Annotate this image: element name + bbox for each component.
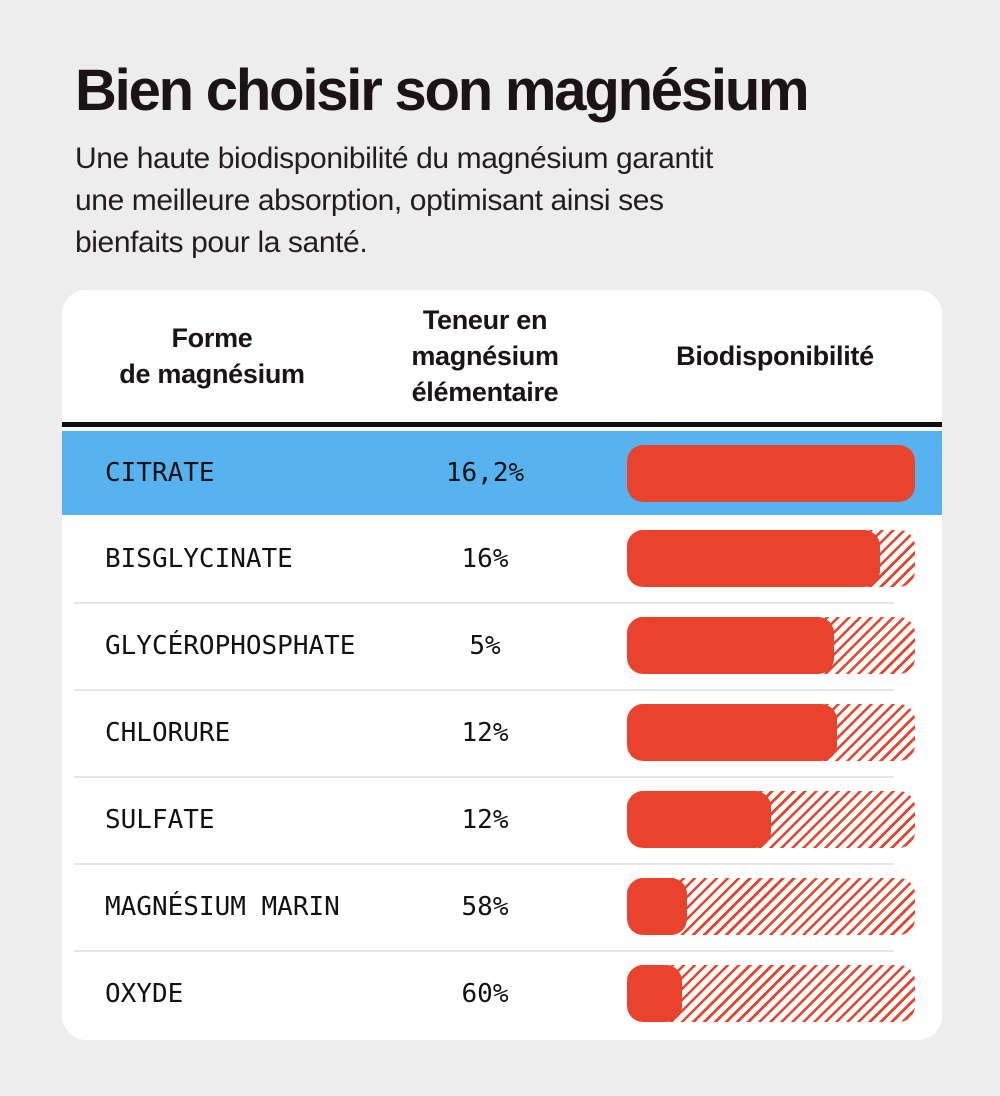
- row-form-label: OXYDE: [105, 978, 184, 1009]
- row-form-label: CHLORURE: [105, 717, 231, 748]
- row-teneur-value: 60%: [461, 978, 509, 1009]
- row-form-label: GLYCÉROPHOSPHATE: [105, 630, 356, 661]
- table-row: CITRATE 16,2%: [62, 431, 942, 515]
- subtitle-line: Une haute biodisponibilité du magnésium …: [75, 142, 713, 175]
- row-teneur-value: 12%: [461, 804, 509, 835]
- bio-bar-fill: [627, 965, 682, 1022]
- bio-bar-fill: [627, 791, 771, 848]
- bio-bar-fill: [627, 530, 881, 587]
- row-bar-cell: [608, 878, 942, 935]
- table-rows: CITRATE 16,2% BISGLYCINATE 16% GLYCÉROPH…: [62, 427, 942, 1037]
- row-teneur-value: 5%: [469, 630, 501, 661]
- page-subtitle: Une haute biodisponibilité du magnésium …: [75, 138, 895, 264]
- row-teneur-value: 58%: [461, 891, 509, 922]
- row-teneur-value: 16%: [461, 543, 509, 574]
- bio-bar-fill: [627, 878, 688, 935]
- table-row: MAGNÉSIUM MARIN 58%: [62, 863, 942, 950]
- bio-bar-fill: [627, 704, 838, 761]
- table-row: CHLORURE 12%: [62, 689, 942, 776]
- bio-bar-track: [627, 530, 915, 587]
- row-teneur-value: 12%: [461, 717, 509, 748]
- column-header-forme: Forme de magnésium: [119, 323, 305, 389]
- bio-bar-track: [627, 617, 915, 674]
- bio-bar-track: [627, 444, 915, 502]
- subtitle-line: une meilleure absorption, optimisant ain…: [75, 184, 664, 217]
- row-bar-cell: [608, 444, 942, 502]
- row-bar-cell: [608, 617, 942, 674]
- bio-bar-track: [627, 704, 915, 761]
- table-row: OXYDE 60%: [62, 950, 942, 1037]
- row-bar-cell: [608, 530, 942, 587]
- table-card: Forme de magnésium Teneur en magnésium é…: [62, 290, 942, 1040]
- column-header-biodisponibilite: Biodisponibilité: [676, 341, 874, 371]
- bio-bar-track: [627, 965, 915, 1022]
- row-bar-cell: [608, 791, 942, 848]
- bio-bar-track: [627, 878, 915, 935]
- row-bar-cell: [608, 704, 942, 761]
- bio-bar-fill: [627, 617, 835, 674]
- table-row: SULFATE 12%: [62, 776, 942, 863]
- row-form-label: MAGNÉSIUM MARIN: [105, 891, 340, 922]
- table-row: BISGLYCINATE 16%: [62, 515, 942, 602]
- page-title: Bien choisir son magnésium: [75, 58, 810, 123]
- row-form-label: BISGLYCINATE: [105, 543, 293, 574]
- row-bar-cell: [608, 965, 942, 1022]
- row-form-label: SULFATE: [105, 804, 215, 835]
- subtitle-line: bienfaits pour la santé.: [75, 226, 368, 259]
- row-teneur-value: 16,2%: [445, 458, 525, 488]
- bio-bar-fill: [627, 444, 915, 502]
- column-header-teneur: Teneur en magnésium élémentaire: [411, 305, 559, 407]
- row-form-label: CITRATE: [105, 458, 215, 488]
- table-header-row: Forme de magnésium Teneur en magnésium é…: [62, 290, 942, 427]
- table-row: GLYCÉROPHOSPHATE 5%: [62, 602, 942, 689]
- bio-bar-track: [627, 791, 915, 848]
